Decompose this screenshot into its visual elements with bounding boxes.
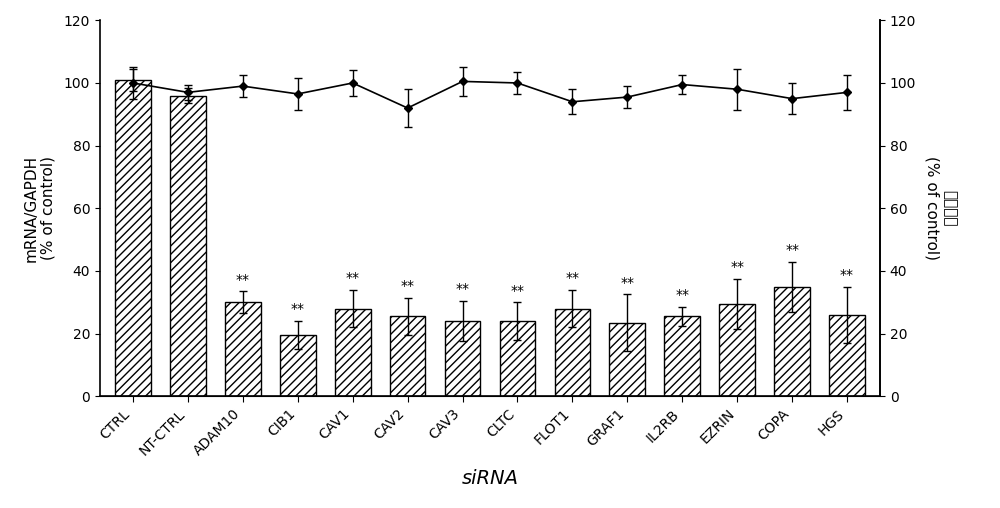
Bar xyxy=(445,321,480,396)
Bar xyxy=(280,335,316,396)
Text: **: ** xyxy=(401,279,415,293)
Bar xyxy=(719,304,755,396)
Bar xyxy=(170,96,206,396)
Bar xyxy=(390,316,425,396)
Text: **: ** xyxy=(730,260,744,274)
Bar xyxy=(609,323,645,396)
X-axis label: siRNA: siRNA xyxy=(462,469,518,489)
Text: **: ** xyxy=(456,282,470,296)
Y-axis label: 细胞活性
(% of control): 细胞活性 (% of control) xyxy=(924,156,957,260)
Text: **: ** xyxy=(236,273,250,287)
Text: **: ** xyxy=(565,271,579,285)
Bar xyxy=(664,316,700,396)
Text: **: ** xyxy=(785,243,799,257)
Text: **: ** xyxy=(675,288,689,302)
Bar xyxy=(774,287,810,396)
Bar xyxy=(500,321,535,396)
Bar xyxy=(225,302,261,396)
Bar xyxy=(335,308,371,396)
Text: **: ** xyxy=(291,302,305,316)
Bar xyxy=(829,315,865,396)
Text: **: ** xyxy=(346,271,360,285)
Text: **: ** xyxy=(840,268,854,282)
Bar xyxy=(555,308,590,396)
Bar xyxy=(115,80,151,396)
Text: **: ** xyxy=(620,276,634,290)
Text: **: ** xyxy=(510,283,524,298)
Y-axis label: mRNA/GAPDH
(% of control): mRNA/GAPDH (% of control) xyxy=(23,155,56,262)
